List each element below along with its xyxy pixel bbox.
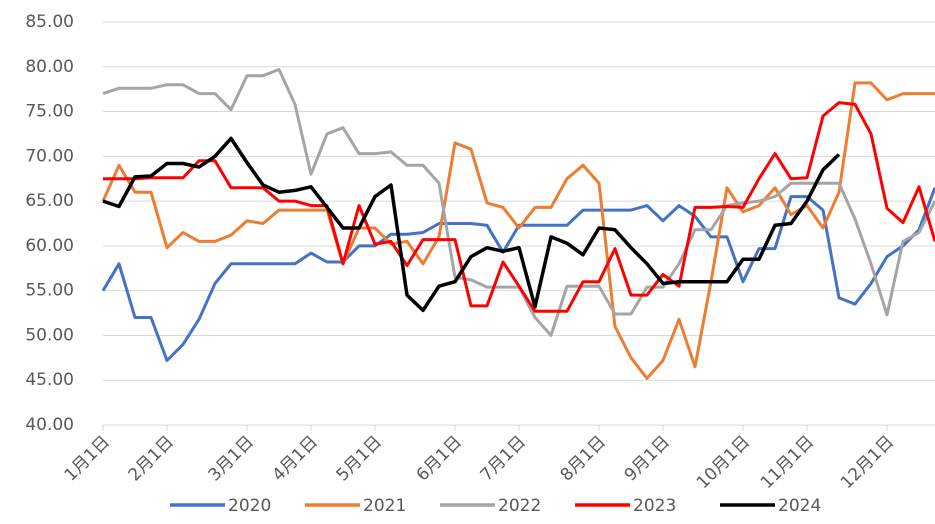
y-tick-label: 70.00 (25, 146, 74, 166)
series-line (101, 81, 935, 380)
legend-item: 2022 (440, 496, 541, 516)
x-tick-label: 11月1日 (757, 432, 818, 493)
y-tick-label: 50.00 (25, 325, 74, 345)
y-tick-label: 75.00 (25, 102, 74, 122)
legend-item: 2023 (575, 496, 676, 516)
legend-label: 2021 (363, 496, 406, 516)
legend-label: 2024 (778, 496, 821, 516)
x-tick-label: 9月1日 (621, 432, 674, 485)
x-tick-label: 3月1日 (205, 432, 258, 485)
legend-label: 2020 (228, 496, 271, 516)
y-tick-label: 60.00 (25, 236, 74, 256)
legend-label: 2022 (498, 496, 541, 516)
series-line (102, 68, 935, 337)
series-line (103, 101, 935, 313)
series-line (102, 136, 841, 313)
x-tick-label: 8月1日 (557, 432, 610, 485)
x-tick-label: 4月1日 (269, 432, 322, 485)
x-tick-label: 12月1日 (837, 432, 898, 493)
legend-item: 2021 (305, 496, 406, 516)
x-tick-label: 5月1日 (333, 432, 386, 485)
y-tick-label: 45.00 (25, 370, 74, 390)
legend-item: 2020 (170, 496, 271, 516)
y-tick-label: 85.00 (25, 12, 74, 32)
x-tick-label: 6月1日 (413, 432, 466, 485)
x-tick-label: 2月1日 (125, 432, 178, 485)
y-tick-label: 65.00 (25, 191, 74, 211)
series-line (101, 187, 935, 362)
legend-item: 2024 (720, 496, 821, 516)
y-tick-label: 40.00 (25, 415, 74, 435)
x-tick-label: 1月1日 (61, 432, 114, 485)
y-tick-label: 55.00 (25, 281, 74, 301)
y-tick-label: 80.00 (25, 57, 74, 77)
x-tick-label: 7月1日 (477, 432, 530, 485)
legend-label: 2023 (633, 496, 676, 516)
x-tick-label: 10月1日 (693, 432, 754, 493)
